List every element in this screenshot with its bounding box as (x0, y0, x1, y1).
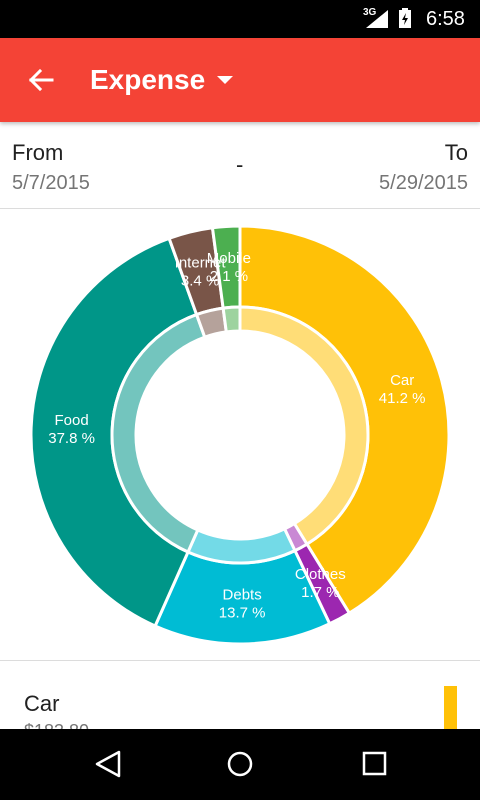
page-title: Expense (90, 64, 206, 95)
slice-highlight-mobile (221, 305, 242, 334)
slice-label-clothes: Clothes (295, 566, 346, 583)
clock: 6:58 (426, 8, 465, 30)
slice-label-mobile: Mobile (207, 250, 251, 267)
from-label: From (12, 140, 64, 165)
slice-label-car: Car (390, 372, 414, 389)
expense-type-dropdown[interactable]: Expense (90, 60, 234, 100)
back-arrow-icon[interactable] (27, 66, 55, 94)
slice-percent-debts: 13.7 % (219, 604, 266, 621)
to-date[interactable]: 5/29/2015 (379, 172, 468, 194)
legend-amount: $183.80 (24, 721, 89, 729)
system-nav-bar (0, 729, 480, 800)
status-bar: 3G 6:58 (0, 0, 480, 38)
square-recents-icon[interactable] (361, 749, 389, 779)
slice-percent-mobile: 2.1 % (210, 268, 248, 285)
legend-category: Car (24, 691, 60, 716)
slice-percent-internet: 3.4 % (181, 272, 219, 289)
legend-item-car[interactable]: Car $183.80 (0, 661, 480, 729)
to-label: To (444, 140, 468, 165)
signal-icon (366, 10, 388, 28)
date-range: From 5/7/2015 - To 5/29/2015 (0, 122, 480, 208)
slice-label-food: Food (55, 412, 89, 429)
legend-color-bar (444, 686, 457, 729)
battery-icon (399, 8, 411, 28)
app-bar: Expense (0, 38, 480, 122)
divider (0, 660, 480, 661)
divider (0, 208, 480, 209)
slice-label-debts: Debts (223, 586, 262, 603)
slice-label-internet: Internet (175, 254, 227, 271)
expense-donut-chart: Car 41.2 % Clothes 1.7 % Debts 13.7 % Food 37.8… (0, 209, 480, 660)
network-type: 3G (363, 7, 377, 18)
caret-down-icon (217, 76, 234, 84)
slice-percent-clothes: 1.7 % (301, 584, 339, 601)
circle-home-icon[interactable] (226, 749, 254, 779)
triangle-back-icon[interactable] (94, 749, 122, 779)
from-date[interactable]: 5/7/2015 (12, 172, 90, 194)
slice-percent-food: 37.8 % (48, 430, 95, 447)
range-separator: - (236, 152, 244, 177)
slice-percent-car: 41.2 % (379, 390, 426, 407)
donut-hole (136, 331, 344, 539)
